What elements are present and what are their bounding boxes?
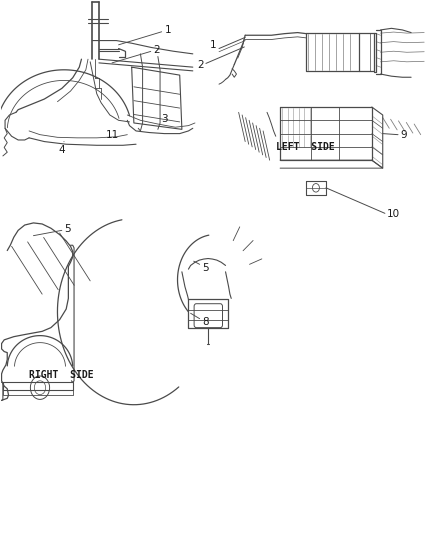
Text: 2: 2 xyxy=(112,45,160,63)
Text: 8: 8 xyxy=(191,313,209,327)
Text: 4: 4 xyxy=(59,142,65,155)
Text: 11: 11 xyxy=(106,130,119,140)
Text: 1: 1 xyxy=(119,25,171,45)
Text: 2: 2 xyxy=(197,60,204,70)
Text: LEFT  SIDE: LEFT SIDE xyxy=(276,142,335,152)
Text: 1: 1 xyxy=(210,41,217,50)
Text: 9: 9 xyxy=(400,130,407,140)
Text: RIGHT  SIDE: RIGHT SIDE xyxy=(29,370,94,381)
Text: 3: 3 xyxy=(161,114,168,124)
Text: 5: 5 xyxy=(194,261,209,272)
Text: 5: 5 xyxy=(64,224,71,235)
Text: 10: 10 xyxy=(387,209,400,220)
